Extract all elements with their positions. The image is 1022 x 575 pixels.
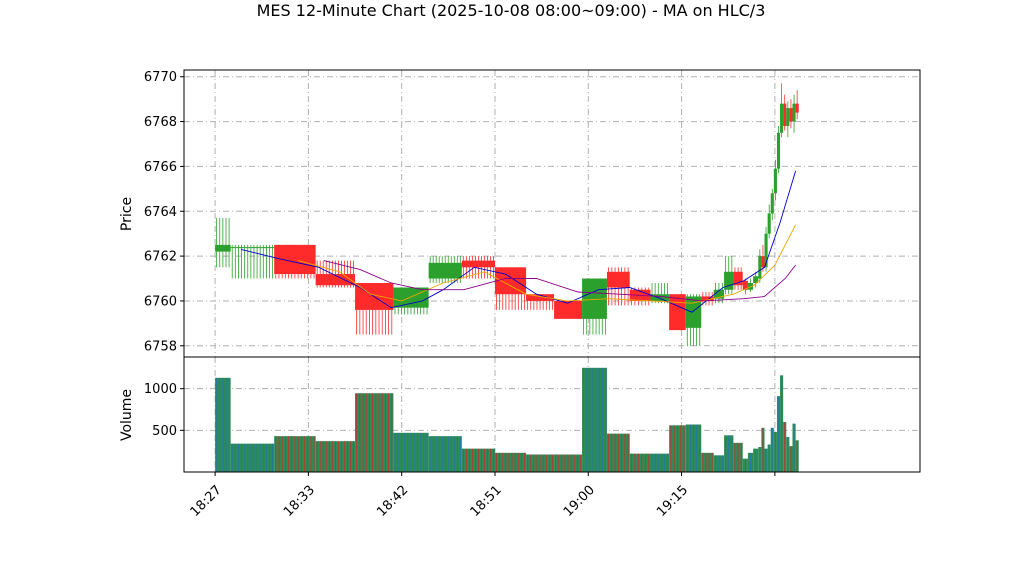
price-tick-label: 6758 bbox=[144, 339, 177, 354]
candle-body bbox=[650, 294, 670, 301]
candle-body bbox=[461, 260, 495, 268]
candle-body bbox=[742, 280, 748, 290]
moving-average-mid bbox=[297, 224, 797, 304]
volume-bar bbox=[701, 452, 714, 472]
candle-body bbox=[685, 296, 702, 328]
price-tick-label: 6764 bbox=[144, 205, 177, 220]
price-tick-label: 6770 bbox=[144, 70, 177, 85]
candle-body bbox=[786, 108, 790, 127]
candle-body bbox=[733, 271, 743, 286]
candle-body bbox=[776, 132, 781, 169]
time-tick-label: 19:00 bbox=[561, 483, 598, 520]
candle-body bbox=[724, 271, 734, 290]
time-x-axis: 18:27 18:33 18:42 18:51 19:00 19:15 bbox=[188, 472, 776, 520]
candle-body bbox=[789, 108, 793, 122]
volume-axis-label: Volume bbox=[119, 389, 135, 441]
candle-body bbox=[669, 294, 686, 331]
candle-body bbox=[767, 213, 771, 234]
price-panel-frame bbox=[183, 69, 921, 358]
candle-body bbox=[701, 296, 714, 301]
price-grid bbox=[184, 70, 920, 357]
candle-body bbox=[773, 168, 777, 194]
volume-panel-frame bbox=[183, 356, 921, 473]
volume-tick-label: 1000 bbox=[144, 382, 177, 397]
candle-body bbox=[428, 262, 462, 279]
price-candles bbox=[215, 83, 799, 346]
candle-body bbox=[215, 244, 231, 252]
candle-body bbox=[761, 256, 765, 268]
volume-y-axis: 500 1000 bbox=[144, 382, 184, 439]
moving-average-lines bbox=[240, 170, 797, 313]
time-tick-label: 18:51 bbox=[468, 483, 505, 520]
candle-body bbox=[764, 233, 768, 268]
candle-body bbox=[315, 274, 356, 286]
candle-body bbox=[494, 267, 527, 295]
candle-body bbox=[758, 256, 762, 279]
time-tick-label: 18:33 bbox=[281, 483, 318, 520]
price-axis-label: Price bbox=[119, 197, 135, 231]
candle-body bbox=[792, 103, 796, 122]
candle-body bbox=[554, 300, 583, 319]
candle-body bbox=[393, 287, 429, 308]
candle-body bbox=[526, 294, 555, 301]
chart-title: MES 12-Minute Chart (2025-10-08 08:00~09… bbox=[257, 1, 766, 20]
candle-body bbox=[753, 276, 759, 284]
volume-bar bbox=[629, 453, 651, 472]
price-tick-label: 6762 bbox=[144, 250, 177, 265]
volume-bar bbox=[355, 393, 394, 472]
volume-tick-label: 500 bbox=[152, 424, 177, 439]
candle-body bbox=[783, 103, 787, 127]
candle-body bbox=[230, 247, 275, 249]
candle-body bbox=[606, 271, 630, 288]
candle-body bbox=[713, 289, 725, 299]
price-y-axis: 6758 6760 6762 6764 6766 6768 6770 bbox=[144, 70, 184, 354]
volume-bar bbox=[230, 443, 275, 472]
volume-bars bbox=[215, 367, 799, 472]
price-tick-label: 6760 bbox=[144, 294, 177, 309]
price-tick-label: 6766 bbox=[144, 160, 177, 175]
candle-body bbox=[770, 193, 774, 214]
volume-bar bbox=[650, 453, 670, 472]
moving-average-slow bbox=[323, 260, 796, 302]
time-tick-label: 18:27 bbox=[188, 483, 225, 520]
price-tick-label: 6768 bbox=[144, 115, 177, 130]
time-tick-label: 18:42 bbox=[374, 483, 411, 520]
volume-bar bbox=[582, 367, 607, 472]
candle-body bbox=[795, 103, 799, 113]
candle-body bbox=[780, 103, 784, 133]
time-tick-label: 19:15 bbox=[654, 483, 691, 520]
candle-body bbox=[274, 244, 316, 275]
